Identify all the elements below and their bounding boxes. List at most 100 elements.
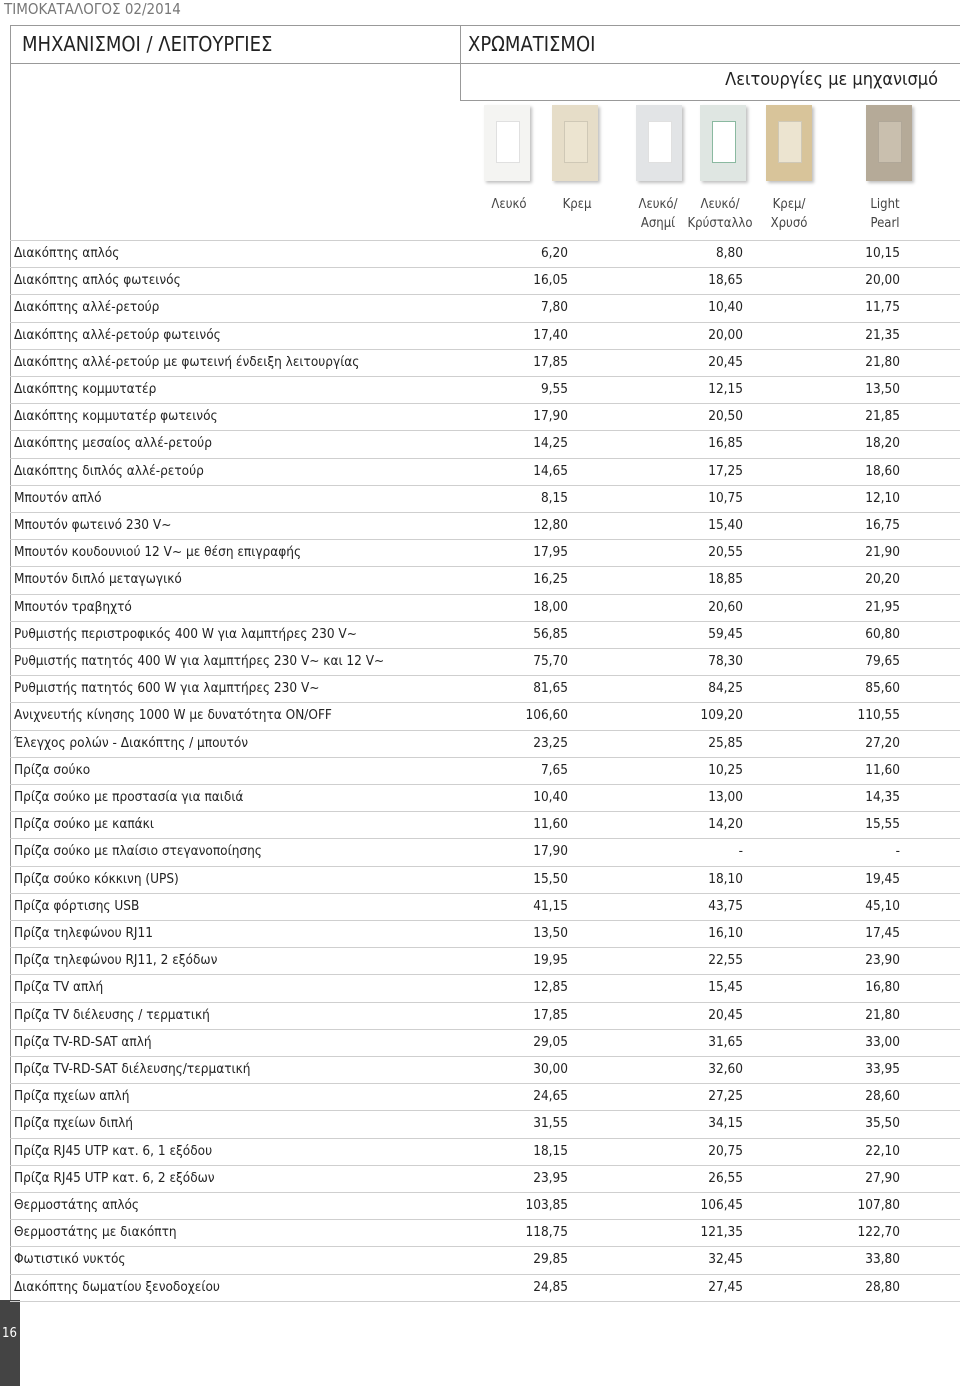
price: 29,85 <box>533 1251 568 1268</box>
price: 12,80 <box>533 517 568 533</box>
left-title: ΜΗΧΑΝΙΣΜΟΙ / ΛΕΙΤΟΥΡΓΙΕΣ <box>22 32 273 56</box>
price: - <box>738 843 743 860</box>
price: 106,45 <box>700 1197 743 1213</box>
swatch <box>866 105 912 181</box>
price: 10,25 <box>708 761 743 778</box>
divider <box>10 63 960 64</box>
price: 8,15 <box>540 489 568 506</box>
price: 11,60 <box>533 816 568 833</box>
price: 11,75 <box>865 299 900 316</box>
row-line <box>10 1056 960 1057</box>
price: 18,20 <box>865 435 900 452</box>
price: 16,80 <box>865 979 900 996</box>
price: 45,10 <box>865 897 900 914</box>
row-line <box>10 240 960 241</box>
row-line <box>10 974 960 976</box>
finish-label: Λευκό/ Ασημί <box>638 197 678 231</box>
price: 20,00 <box>708 326 743 343</box>
row-line <box>10 321 960 323</box>
product-name: Πρίζα TV απλή <box>14 979 104 996</box>
price: 18,15 <box>533 1142 568 1159</box>
price: 107,80 <box>857 1197 900 1213</box>
row-line <box>10 784 960 785</box>
price: 56,85 <box>533 625 568 642</box>
price: 14,25 <box>533 435 568 452</box>
product-name: Ρυθμιστής πατητός 400 W για λαμπτήρες 23… <box>14 653 385 669</box>
price: 19,45 <box>865 870 900 887</box>
price: 32,60 <box>708 1061 743 1077</box>
row-line <box>10 1219 960 1221</box>
product-name: Ρυθμιστής πατητός 600 W για λαμπτήρες 23… <box>14 680 320 697</box>
product-name: Διακόπτης απλός <box>14 245 120 261</box>
product-name: Πρίζα σούκο με καπάκι <box>14 816 154 833</box>
divider <box>460 25 461 100</box>
price: 16,25 <box>533 571 568 588</box>
product-name: Διακόπτης αλλέ-ρετούρ φωτεινός <box>14 326 221 343</box>
price: 22,55 <box>708 952 743 969</box>
row-line <box>10 892 960 894</box>
product-name: Μπουτόν τραβηχτό <box>14 598 132 615</box>
price: 13,50 <box>533 925 568 941</box>
product-name: Διακόπτης διπλός αλλέ-ρετούρ <box>14 462 204 479</box>
price: 81,65 <box>533 680 568 697</box>
price: 19,95 <box>533 952 568 969</box>
row-line <box>10 729 960 731</box>
product-name: Μπουτόν φωτεινό 230 V~ <box>14 517 172 533</box>
price: 11,60 <box>865 761 900 778</box>
swatch <box>766 105 812 181</box>
price: 25,85 <box>708 734 743 751</box>
price: 14,35 <box>865 789 900 805</box>
price: 23,90 <box>865 952 900 969</box>
price: 6,20 <box>540 245 568 261</box>
price: 27,20 <box>865 734 900 751</box>
price: 15,55 <box>865 816 900 833</box>
price: 21,90 <box>865 544 900 561</box>
price: 13,50 <box>865 381 900 397</box>
product-name: Πρίζα σούκο κόκκινη (UPS) <box>14 870 179 887</box>
product-name: Φωτιστικό νυκτός <box>14 1251 126 1268</box>
price: 21,80 <box>865 1006 900 1023</box>
product-name: Θερμοστάτης με διακόπτη <box>14 1224 177 1241</box>
row-line <box>10 403 960 405</box>
price: 43,75 <box>708 897 743 914</box>
row-line <box>10 838 960 840</box>
product-name: Μπουτόν διπλό μεταγωγικό <box>14 571 182 588</box>
row-line <box>10 512 960 513</box>
price: 14,65 <box>533 462 568 479</box>
row-line <box>10 756 960 758</box>
product-name: Διακόπτης μεσαίος αλλέ-ρετούρ <box>14 435 212 452</box>
price: 27,45 <box>708 1278 743 1295</box>
product-name: Διακόπτης δωματίου ξενοδοχείου <box>14 1278 220 1295</box>
price: 33,00 <box>865 1033 900 1050</box>
price: 7,80 <box>540 299 568 316</box>
row-line <box>10 620 960 622</box>
swatch <box>636 105 682 181</box>
price: 28,80 <box>865 1278 900 1295</box>
product-name: Έλεγχος ρολών - Διακόπτης / μπουτόν <box>14 734 249 751</box>
product-name: Ανιχνευτής κίνησης 1000 W με δυνατότητα … <box>14 707 332 724</box>
finish-label: Λευκό <box>491 197 527 212</box>
row-line <box>10 1300 960 1302</box>
product-name: Πρίζα σούκο με προστασία για παιδιά <box>14 789 244 805</box>
product-name: Πρίζα TV-RD-SAT διέλευσης/τερματική <box>14 1061 251 1077</box>
row-line <box>10 294 960 296</box>
row-line <box>10 1028 960 1030</box>
price: 41,15 <box>533 897 568 914</box>
price: 28,60 <box>865 1088 900 1105</box>
price: 21,95 <box>865 598 900 615</box>
row-line <box>10 947 960 949</box>
product-name: Μπουτόν κουδουνιού 12 V~ με θέση επιγραφ… <box>14 544 302 561</box>
price: 60,80 <box>865 625 900 642</box>
finish-label: Κρεμ <box>562 197 592 212</box>
price: 20,55 <box>708 544 743 561</box>
price: 10,40 <box>708 299 743 316</box>
row-line <box>10 539 960 541</box>
price: 30,00 <box>533 1061 568 1077</box>
price: 10,15 <box>865 245 900 261</box>
price: 106,60 <box>525 707 568 724</box>
product-name: Πρίζα RJ45 UTP κατ. 6, 1 εξόδου <box>14 1142 213 1159</box>
price: 17,40 <box>533 326 568 343</box>
row-line <box>10 675 960 677</box>
price: 20,45 <box>708 1006 743 1023</box>
